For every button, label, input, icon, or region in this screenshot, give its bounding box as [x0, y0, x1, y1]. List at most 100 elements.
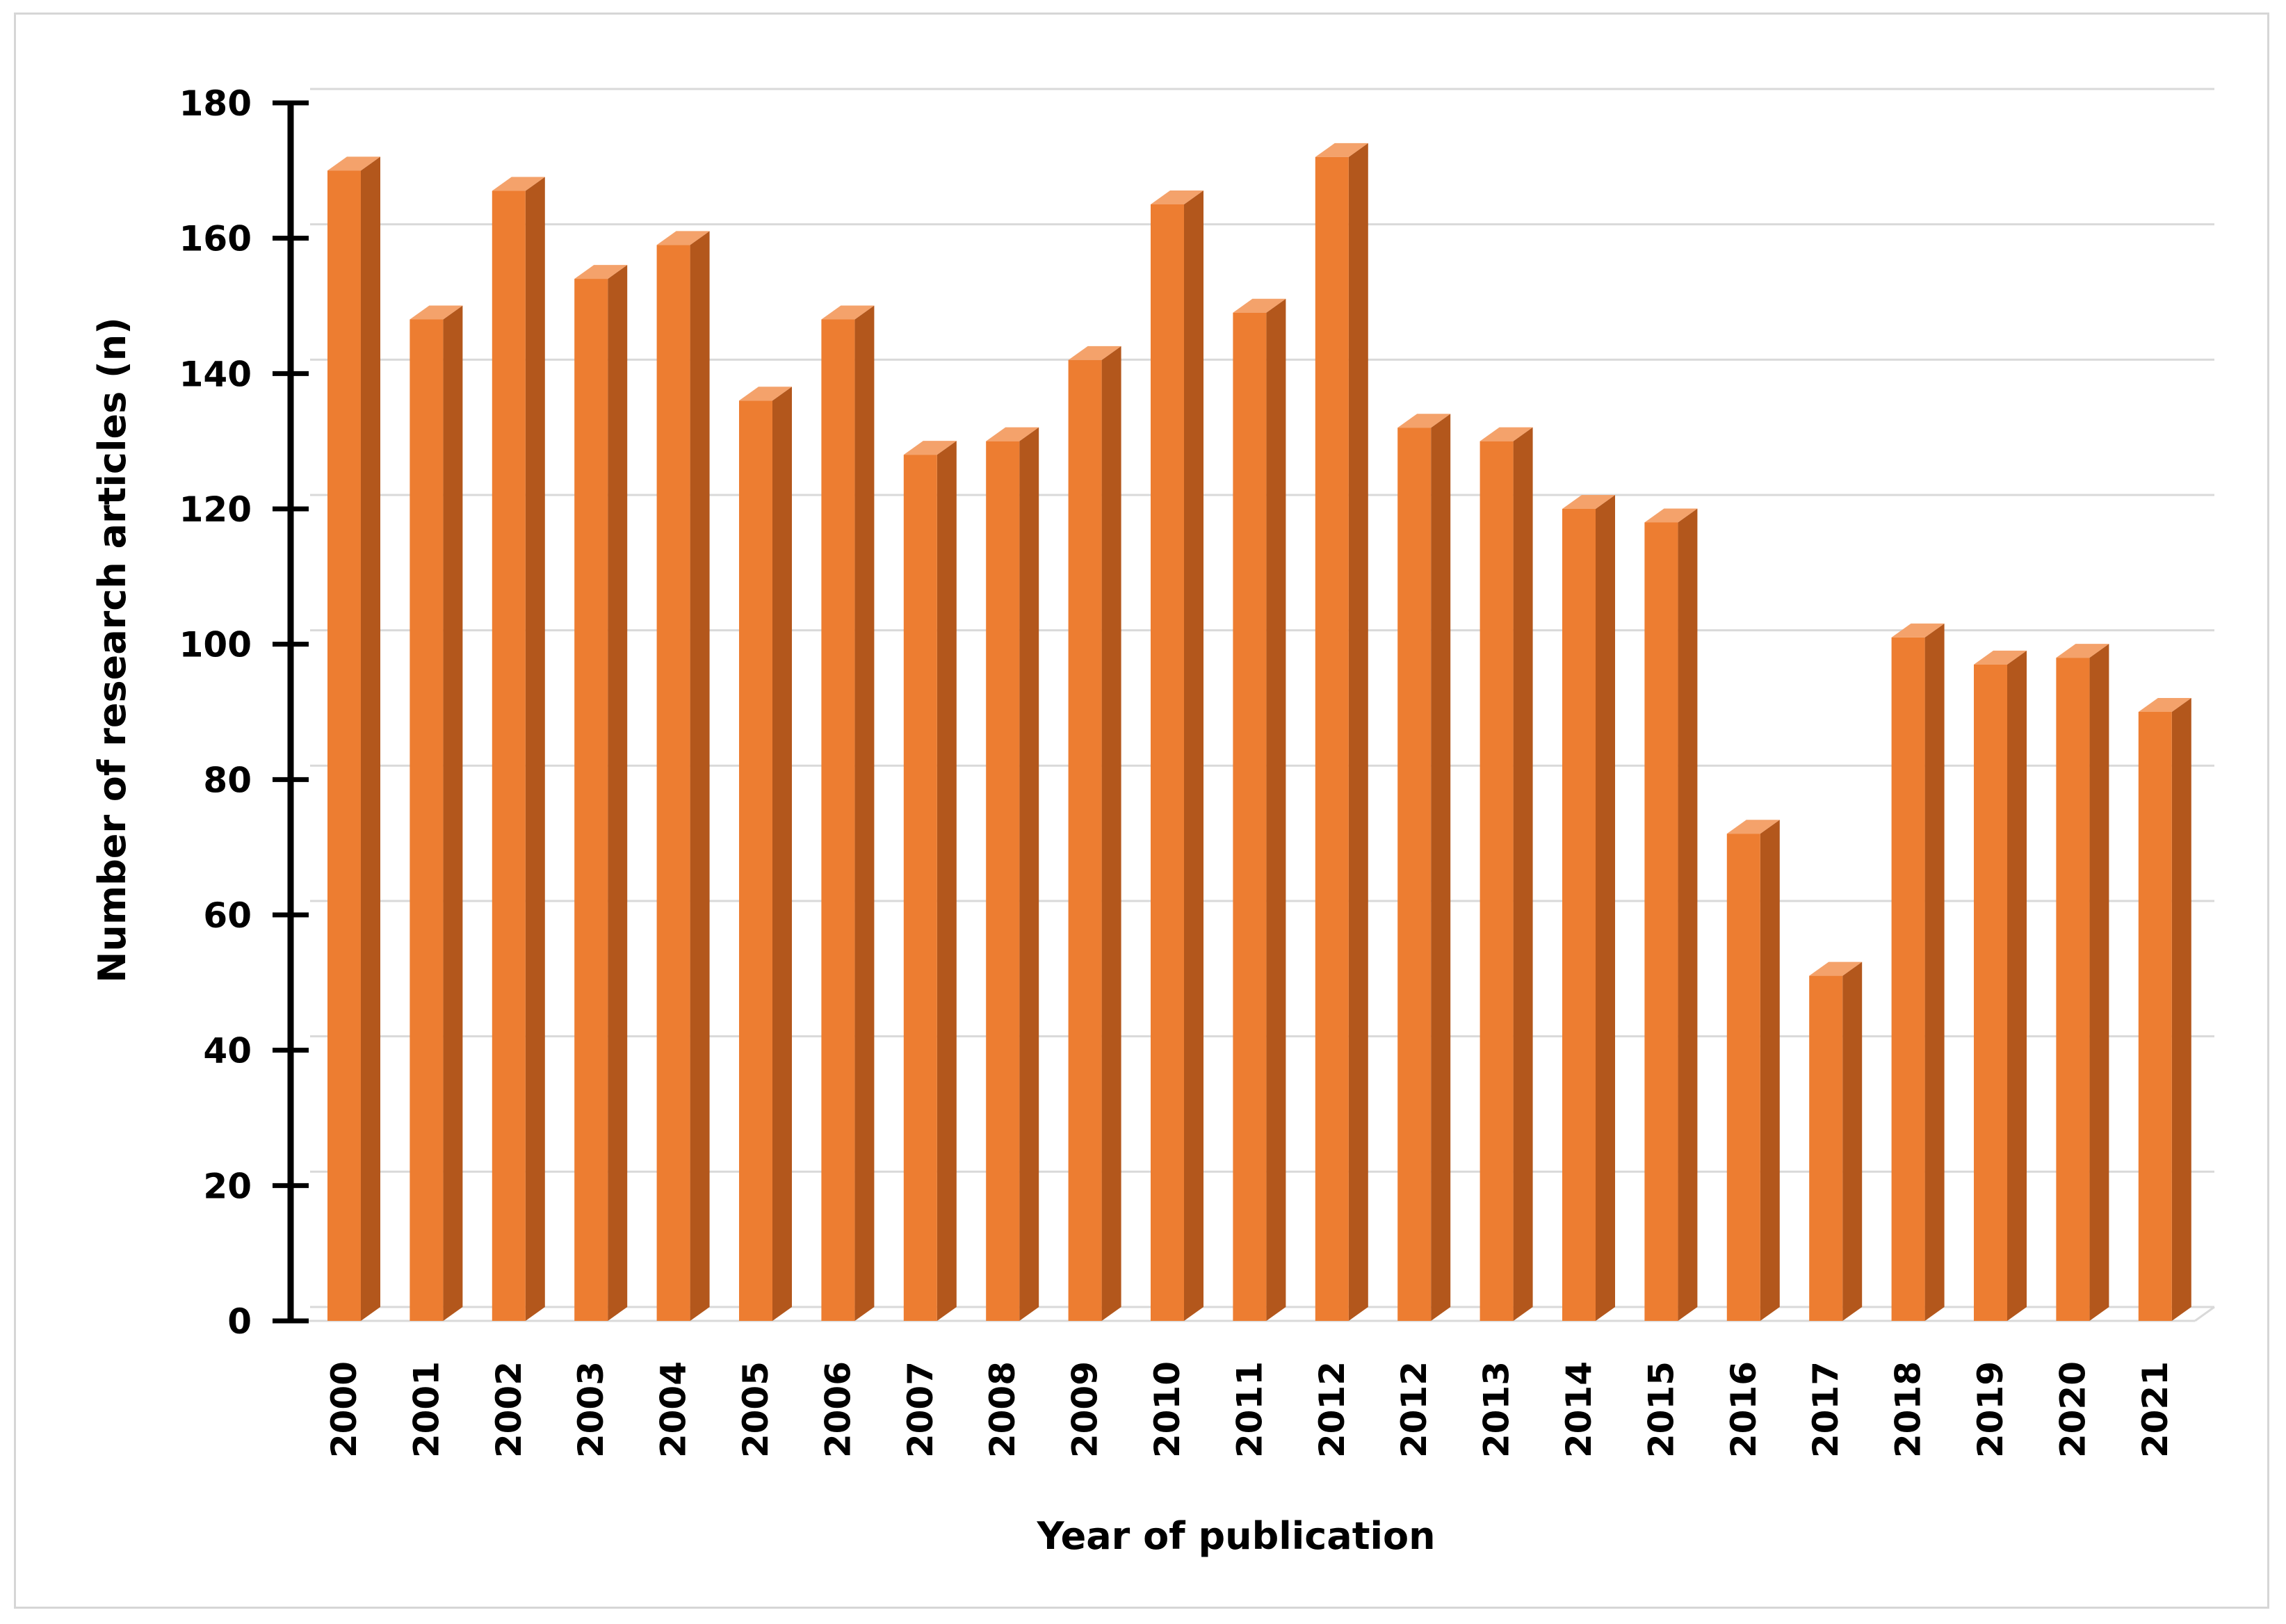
x-tick-label: 2001	[406, 1361, 446, 1458]
bar-front	[1315, 156, 1349, 1321]
bar-top	[574, 265, 628, 279]
bar-front	[1644, 522, 1678, 1321]
bar-top	[1480, 427, 1533, 441]
bar-side	[2171, 698, 2191, 1321]
x-tick-label: 2018	[1888, 1361, 1929, 1458]
bar-side	[772, 387, 792, 1322]
bar-2017	[1809, 961, 1863, 1321]
x-tick-label: 2020	[2052, 1361, 2093, 1458]
x-tick-label: 2006	[818, 1361, 858, 1458]
floor-edge	[2194, 1306, 2215, 1322]
x-tick-label: 2012	[1394, 1361, 1434, 1458]
bar-2004	[656, 231, 710, 1321]
x-tick-label: 2008	[982, 1361, 1023, 1458]
bar-front	[1233, 312, 1267, 1321]
bar-front	[1397, 428, 1432, 1322]
bar-2013	[1480, 427, 1533, 1321]
x-tick-label: 2002	[489, 1361, 529, 1458]
y-tick-label: 20	[203, 1166, 252, 1206]
bar-front	[739, 400, 772, 1322]
bar-side	[937, 441, 957, 1322]
bar-side	[1348, 143, 1368, 1321]
bar-side	[2007, 650, 2027, 1321]
x-tick-label: 2005	[736, 1361, 776, 1458]
x-tick-label: 2003	[571, 1361, 611, 1458]
bar-side	[1266, 298, 1286, 1321]
y-tick-label: 80	[203, 760, 252, 800]
bar-side	[361, 156, 380, 1321]
bar-side	[1842, 961, 1863, 1321]
bar-top	[739, 387, 792, 401]
bar-front	[1562, 509, 1596, 1321]
y-tick-label: 160	[179, 219, 252, 259]
bar-side	[1760, 820, 1780, 1321]
bar-side	[608, 265, 628, 1322]
bar-side	[1596, 495, 1615, 1321]
bar-2005	[739, 387, 792, 1322]
bar-side	[1101, 346, 1121, 1321]
bar-2020	[2056, 644, 2109, 1321]
x-tick-label: 2017	[1806, 1361, 1846, 1458]
x-tick-label: 2013	[1477, 1361, 1517, 1458]
bar-front	[1974, 664, 2007, 1321]
bar-top	[1809, 961, 1863, 976]
x-tick-label: 2009	[1065, 1361, 1105, 1458]
y-tick-label: 100	[179, 625, 252, 665]
bar-2000	[327, 156, 380, 1321]
bar-side	[1019, 427, 1039, 1321]
bar-top	[1562, 495, 1615, 509]
x-tick-label: 2021	[2135, 1361, 2175, 1458]
y-tick-label: 140	[179, 354, 252, 394]
x-tick-label: 2019	[1970, 1361, 2011, 1458]
bar-2015	[1644, 508, 1698, 1321]
bar-side	[525, 177, 545, 1322]
bar-top	[1315, 143, 1368, 157]
bar-front	[1068, 359, 1102, 1321]
bar-side	[2089, 644, 2109, 1321]
bar-2012	[1315, 143, 1368, 1321]
bar-side	[1431, 414, 1451, 1322]
bar-front	[821, 319, 855, 1321]
bar-front	[410, 319, 444, 1321]
bar-front	[2056, 658, 2090, 1321]
y-axis-title: Number of research articles (n)	[90, 317, 134, 983]
x-tick-label: 2004	[654, 1361, 694, 1458]
y-tick-label: 0	[227, 1301, 252, 1342]
bar-front	[1151, 204, 1184, 1321]
bar-2002	[492, 177, 545, 1322]
bar-front	[656, 245, 690, 1321]
bar-top	[1891, 623, 1945, 638]
bar-front	[986, 441, 1020, 1321]
bar-side	[443, 305, 463, 1321]
bar-2012	[1397, 414, 1451, 1322]
bar-2018	[1891, 623, 1945, 1321]
x-tick-label: 2007	[900, 1361, 941, 1458]
bar-front	[492, 190, 526, 1321]
bar-side	[1513, 427, 1533, 1321]
bar-top	[327, 156, 380, 171]
bar-2014	[1562, 495, 1615, 1321]
bar-side	[1924, 623, 1945, 1321]
x-tick-label: 2000	[324, 1361, 364, 1458]
bar-top	[1726, 820, 1780, 834]
bar-2007	[903, 441, 957, 1322]
y-tick-label: 180	[179, 83, 252, 124]
bar-front	[327, 170, 361, 1321]
bar-2011	[1233, 298, 1286, 1321]
bar-2021	[2138, 698, 2191, 1321]
bar-front	[574, 279, 608, 1322]
bar-top	[986, 427, 1039, 441]
bar-front	[1891, 637, 1925, 1321]
x-tick-label: 2016	[1724, 1361, 1764, 1458]
bar-side	[1678, 508, 1698, 1321]
x-tick-label: 2012	[1312, 1361, 1352, 1458]
bar-2006	[821, 305, 875, 1321]
x-tick-label: 2014	[1559, 1361, 1599, 1458]
bar-2008	[986, 427, 1039, 1321]
bar-front	[1809, 975, 1843, 1321]
bar-2016	[1726, 820, 1780, 1321]
bar-top	[2138, 698, 2191, 712]
bar-front	[2138, 712, 2172, 1321]
y-tick-label: 60	[203, 895, 252, 936]
y-axis: 0 20 40 60 80 100 120 140 160 180	[179, 83, 309, 1342]
